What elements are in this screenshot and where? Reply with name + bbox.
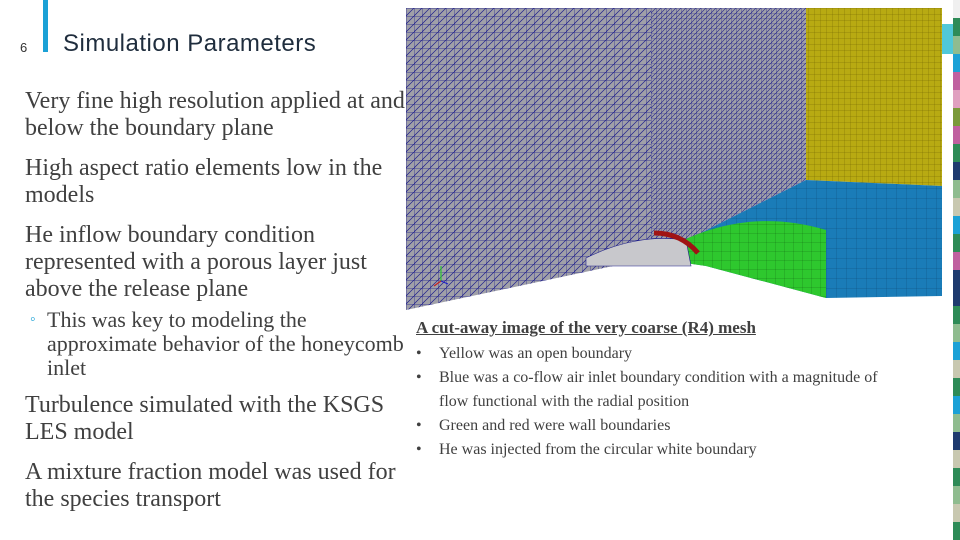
bullet-item: High aspect ratio elements low in the mo… bbox=[25, 155, 383, 208]
mesh-image bbox=[406, 8, 942, 310]
sub-bullet-text: This was key to modeling the approximate… bbox=[47, 307, 404, 380]
bullet-item: He inflow boundary condition represented… bbox=[25, 222, 367, 302]
mesh-back-wall bbox=[651, 8, 806, 258]
inlet-disk bbox=[585, 238, 692, 267]
wall-boundary-region bbox=[651, 221, 826, 298]
red-wall-arc bbox=[653, 230, 700, 255]
bullet-dot: • bbox=[416, 345, 422, 362]
caption-title: A cut-away image of the very coarse (R4)… bbox=[416, 318, 756, 337]
sub-bullet-item: ◦ This was key to modeling the approxima… bbox=[30, 307, 410, 380]
mesh-left-wall bbox=[406, 8, 651, 310]
slide-title: Simulation Parameters bbox=[63, 30, 317, 57]
bullet-list: Very fine high resolution applied at and… bbox=[25, 88, 410, 526]
caption-item: • Blue was a co-flow air inlet boundary c… bbox=[416, 366, 886, 414]
caption-list: • Yellow was an open boundary • Blue was a… bbox=[416, 342, 886, 462]
bullet-dot: • bbox=[416, 369, 422, 386]
bullet-item: A mixture fraction model was used for th… bbox=[25, 459, 396, 512]
bullet-item: Turbulence simulated with the KSGS LES m… bbox=[25, 392, 385, 445]
decorative-tab bbox=[942, 24, 955, 54]
caption-item: • Green and red were wall boundaries bbox=[416, 414, 886, 438]
caption-item: • He was injected from the circular white… bbox=[416, 438, 886, 462]
bullet-dot: • bbox=[416, 417, 422, 434]
open-boundary-region bbox=[806, 8, 942, 186]
bullet-dot: • bbox=[416, 441, 422, 458]
mesh-caption: A cut-away image of the very coarse (R4)… bbox=[416, 318, 886, 462]
caption-item: • Yellow was an open boundary bbox=[416, 342, 886, 366]
slide-number: 6 bbox=[20, 40, 28, 55]
bullet-item: Very fine high resolution applied at and… bbox=[25, 88, 405, 141]
title-accent-bar bbox=[43, 0, 48, 52]
axis-triad bbox=[433, 266, 449, 287]
sub-bullet-marker: ◦ bbox=[30, 311, 36, 328]
decorative-stripe bbox=[953, 0, 960, 540]
